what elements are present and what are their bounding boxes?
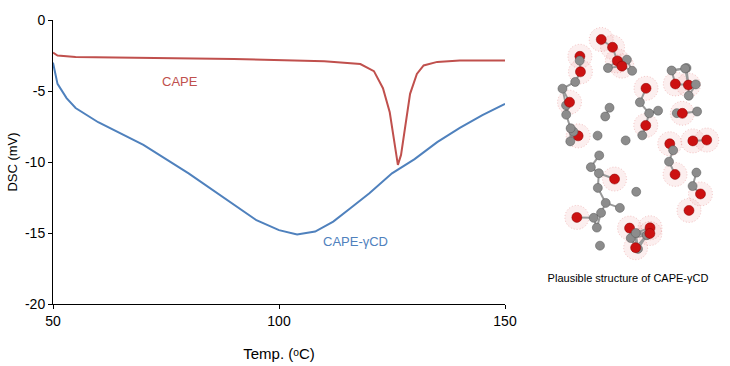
- svg-text:DSC (mV): DSC (mV): [5, 132, 20, 191]
- svg-text:50: 50: [45, 313, 61, 329]
- svg-text:Temp. (ᵒC): Temp. (ᵒC): [243, 345, 315, 362]
- svg-text:-15: -15: [25, 225, 45, 241]
- svg-text:CAPE: CAPE: [162, 74, 198, 89]
- svg-text:100: 100: [267, 313, 291, 329]
- svg-text:-10: -10: [25, 154, 45, 170]
- svg-text:150: 150: [493, 313, 517, 329]
- svg-text:0: 0: [37, 12, 45, 28]
- svg-text:CAPE-γCD: CAPE-γCD: [323, 234, 388, 249]
- svg-text:-5: -5: [33, 83, 46, 99]
- svg-text:-20: -20: [25, 296, 45, 312]
- html-text:Plausible structure of CAPE-γC: Plausible structure of CAPE-γCD: [547, 272, 709, 284]
